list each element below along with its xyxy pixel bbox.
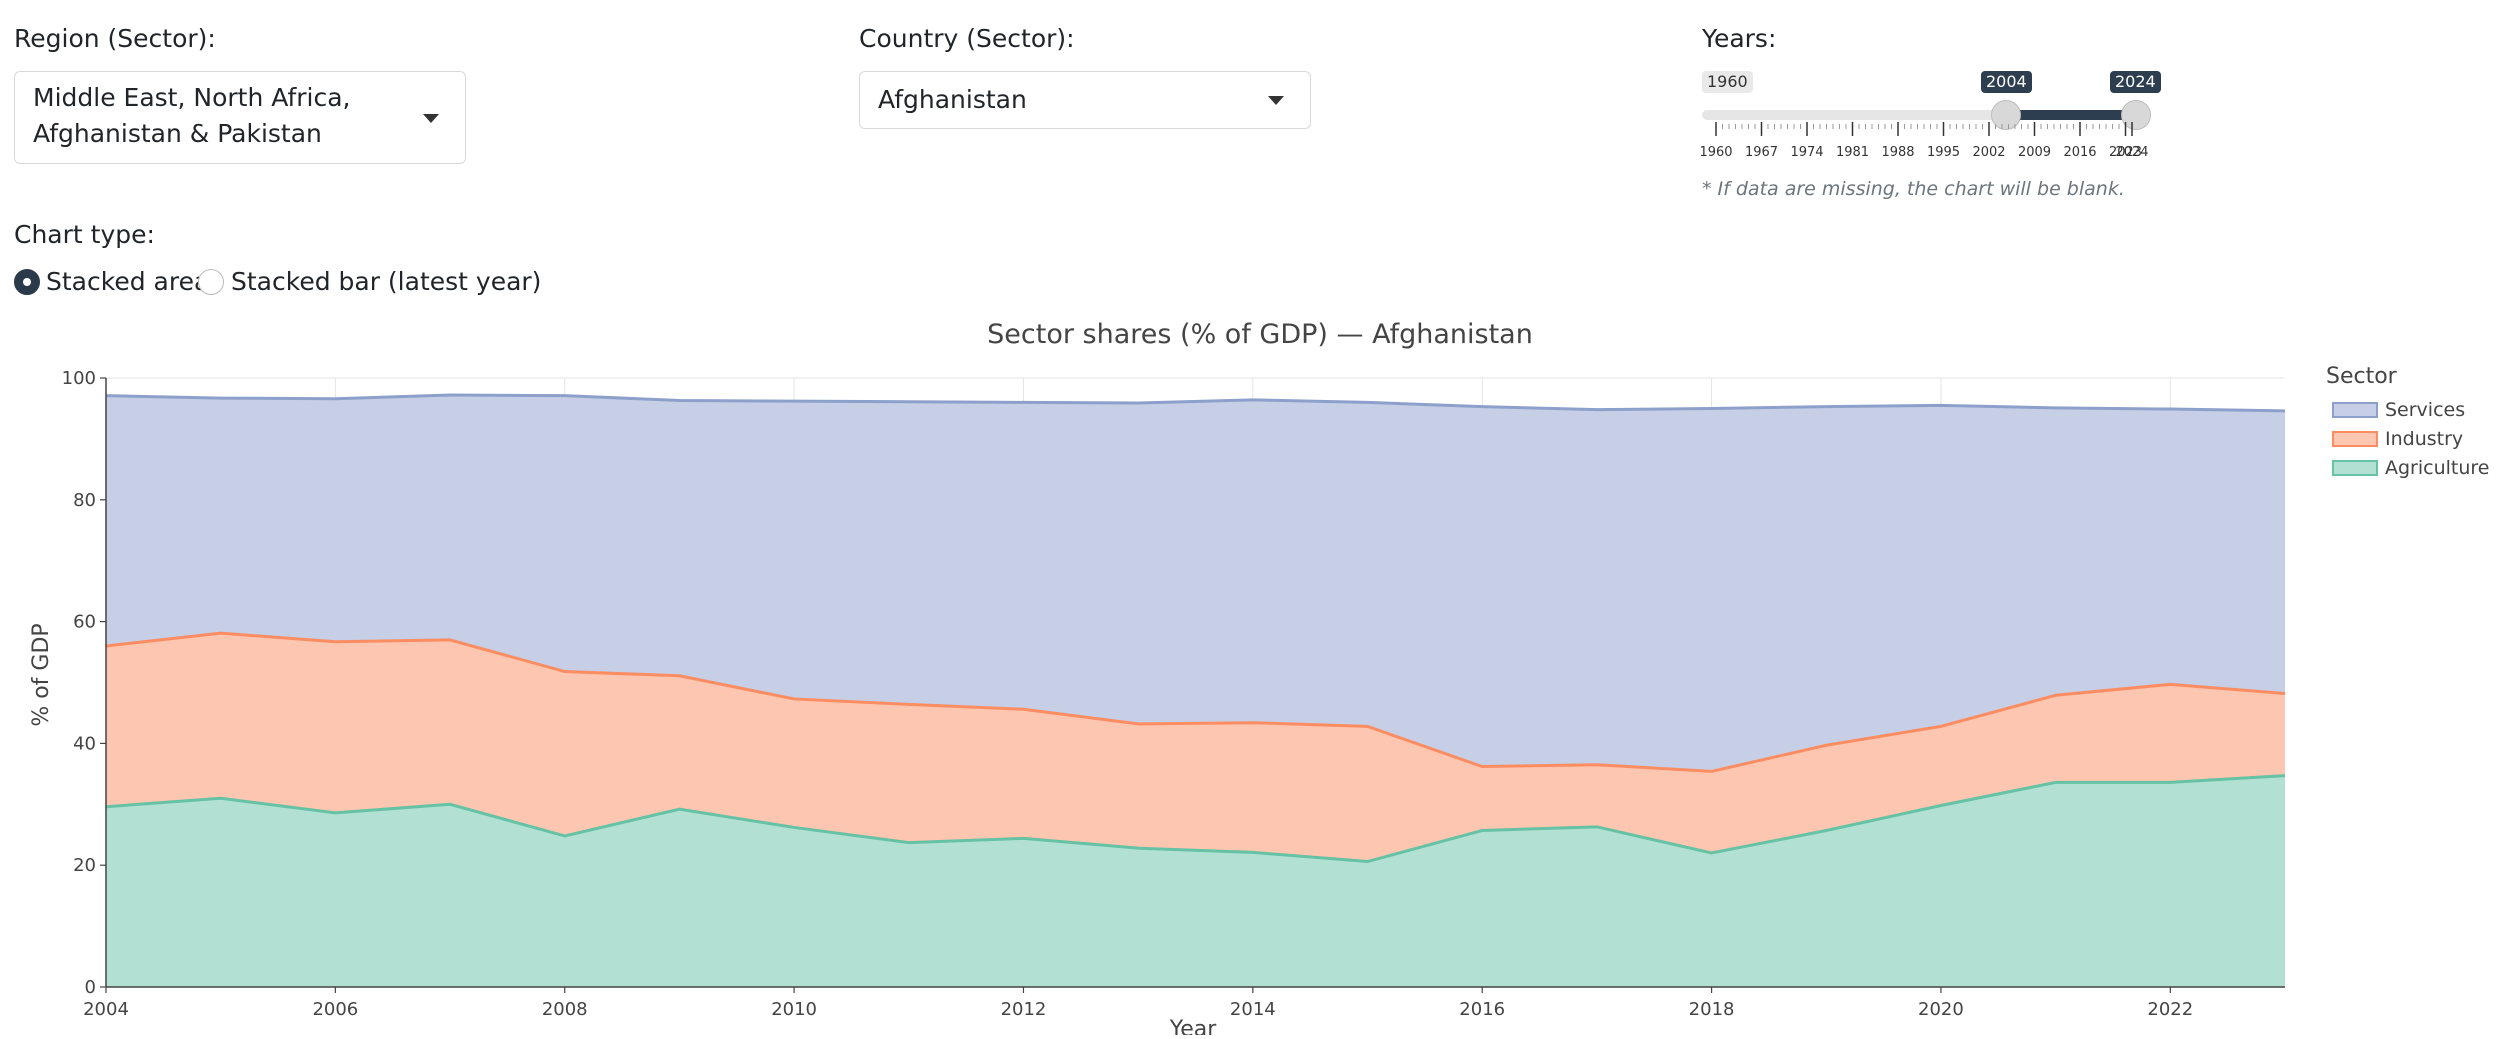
region-value-line1: Middle East, North Africa, bbox=[33, 83, 351, 112]
slider-tick-label-2023: 2023 bbox=[2109, 145, 2142, 160]
slider-tick-label-2002: 2002 bbox=[1972, 145, 2005, 160]
x-tick-label-2022: 2022 bbox=[2147, 999, 2193, 1020]
slider-tick-label-1995: 1995 bbox=[1927, 145, 1960, 160]
country-dropdown[interactable]: Afghanistan bbox=[859, 71, 1311, 129]
chart-legend: Sector Services Industry Agriculture bbox=[2326, 364, 2490, 479]
slider-tick-label-2009: 2009 bbox=[2018, 145, 2051, 160]
y-tick-label-20: 20 bbox=[73, 855, 96, 876]
missing-data-note: * If data are missing, the chart will be… bbox=[1702, 178, 2125, 200]
region-label: Region (Sector): bbox=[14, 24, 216, 53]
legend-item-services[interactable]: Services bbox=[2385, 399, 2465, 421]
x-axis-label: Year bbox=[1169, 1017, 1218, 1035]
chevron-down-icon bbox=[423, 114, 439, 123]
slider-tick-label-1967: 1967 bbox=[1745, 145, 1778, 160]
legend-swatch-agriculture[interactable] bbox=[2332, 460, 2378, 476]
chart-lines bbox=[105, 393, 2286, 864]
slider-start-handle[interactable] bbox=[1991, 100, 2021, 130]
y-tick-label-80: 80 bbox=[73, 490, 96, 511]
area-agriculture bbox=[106, 775, 2285, 987]
chart-areas bbox=[106, 395, 2285, 987]
radio-stacked-bar-label[interactable]: Stacked bar (latest year) bbox=[231, 267, 542, 296]
slider-min-badge: 1960 bbox=[1702, 71, 1753, 93]
legend-item-agriculture[interactable]: Agriculture bbox=[2385, 457, 2490, 479]
radio-stacked-area-label[interactable]: Stacked area bbox=[46, 267, 210, 296]
chevron-down-icon bbox=[1268, 96, 1284, 105]
area-industry bbox=[106, 633, 2285, 862]
legend-swatch-services[interactable] bbox=[2332, 402, 2378, 418]
line-agriculture bbox=[105, 774, 2286, 864]
x-tick-label-2006: 2006 bbox=[312, 999, 358, 1020]
region-value-line2: Afghanistan & Pakistan bbox=[33, 119, 322, 148]
years-range-slider[interactable]: 1960 2004 2024 1960 1967 1974 1981 1988 1995 2… bbox=[1700, 66, 2161, 166]
y-tick-label-100: 100 bbox=[62, 368, 96, 389]
slider-tick-label-1981: 1981 bbox=[1836, 145, 1869, 160]
slider-rail bbox=[1702, 110, 2134, 120]
x-tick-label-2016: 2016 bbox=[1459, 999, 1505, 1020]
sector-shares-chart: Sector shares (% of GDP) — Afghanistan 0… bbox=[29, 319, 2490, 1035]
chart-axes: 0 20 40 60 80 100 2004 2006 2008 2010 2012 2014 2016… bbox=[62, 368, 2285, 1020]
line-industry bbox=[105, 631, 2286, 773]
years-label: Years: bbox=[1702, 24, 1777, 53]
x-tick-label-2004: 2004 bbox=[83, 999, 129, 1020]
y-tick-label-60: 60 bbox=[73, 612, 96, 633]
region-dropdown[interactable]: Middle East, North Africa, Afghanistan &… bbox=[14, 71, 466, 164]
legend-title: Sector bbox=[2326, 364, 2398, 389]
chart-title: Sector shares (% of GDP) — Afghanistan bbox=[987, 319, 1533, 350]
x-tick-label-2014: 2014 bbox=[1230, 999, 1276, 1020]
y-axis-label: % of GDP bbox=[29, 623, 54, 726]
y-tick-label-0: 0 bbox=[85, 977, 96, 998]
legend-item-industry[interactable]: Industry bbox=[2385, 428, 2463, 450]
slider-tick-label-1960: 1960 bbox=[1700, 145, 1733, 160]
legend-swatch-industry[interactable] bbox=[2332, 431, 2378, 447]
slider-start-badge: 2004 bbox=[1981, 71, 2032, 93]
slider-tick-label-1988: 1988 bbox=[1881, 145, 1914, 160]
radio-stacked-area[interactable] bbox=[14, 269, 40, 295]
slider-tick-label-2016: 2016 bbox=[2063, 145, 2096, 160]
slider-tick-label-2024: 2024 bbox=[2115, 145, 2148, 160]
slider-end-badge: 2024 bbox=[2110, 71, 2161, 93]
area-services bbox=[106, 395, 2285, 772]
y-tick-label-40: 40 bbox=[73, 733, 96, 754]
slider-track-selected bbox=[2006, 110, 2136, 120]
chart-type-label: Chart type: bbox=[14, 220, 155, 249]
radio-stacked-bar[interactable] bbox=[198, 269, 224, 295]
x-tick-label-2020: 2020 bbox=[1918, 999, 1964, 1020]
x-tick-label-2008: 2008 bbox=[542, 999, 588, 1020]
x-tick-label-2018: 2018 bbox=[1689, 999, 1735, 1020]
x-tick-label-2012: 2012 bbox=[1001, 999, 1047, 1020]
slider-tick-label-1974: 1974 bbox=[1790, 145, 1823, 160]
line-services bbox=[105, 393, 2286, 413]
slider-tick-marks: 1960 1967 1974 1981 1988 1995 2002 2009 2016 2023… bbox=[1700, 122, 2149, 160]
country-label: Country (Sector): bbox=[859, 24, 1075, 53]
x-tick-label-2010: 2010 bbox=[771, 999, 817, 1020]
country-value: Afghanistan bbox=[878, 85, 1027, 114]
